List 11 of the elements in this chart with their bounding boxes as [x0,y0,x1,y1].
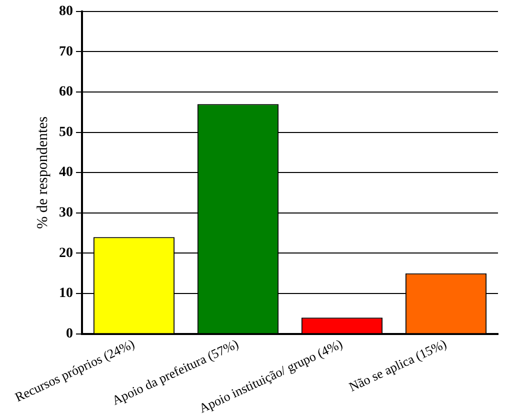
y-tick-label: 80 [59,4,73,20]
y-tick-label: 10 [59,286,73,302]
y-tick-label: 70 [59,44,73,60]
y-tick-label: 40 [59,165,73,180]
y-tick-label: 60 [59,84,73,100]
y-tick-label: 30 [59,206,73,221]
y-tick-label: 50 [59,124,73,140]
x-tick-label: Não se aplica (15%) [346,336,449,394]
y-tick-label: 0 [66,326,73,342]
y-axis-title: % de respondentes [34,116,51,229]
y-tick-label: 20 [59,246,73,261]
